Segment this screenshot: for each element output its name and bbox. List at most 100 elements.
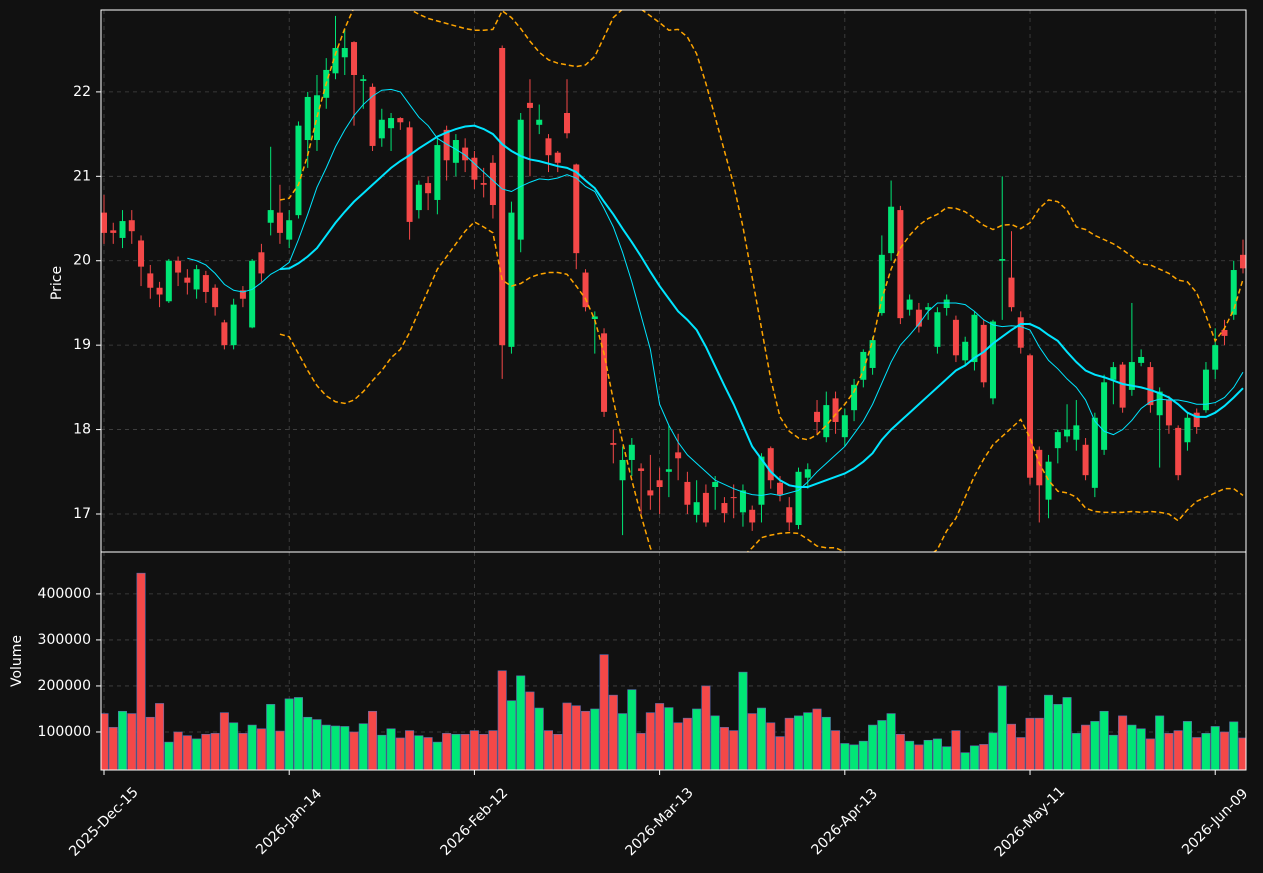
candle-body xyxy=(128,220,135,232)
indicator-line xyxy=(279,124,1244,488)
volume-bar xyxy=(766,722,776,770)
volume-bar xyxy=(868,724,878,770)
y-axis-label: Volume xyxy=(9,635,25,687)
candle-body xyxy=(962,341,969,361)
candle-body xyxy=(295,125,302,216)
volume-bar xyxy=(469,730,479,770)
grid-layer xyxy=(96,10,1246,775)
y-axis-label: Price xyxy=(49,266,65,300)
volume-bar xyxy=(136,572,146,770)
volume-bar xyxy=(886,713,896,770)
candle-body xyxy=(943,299,950,309)
volume-bar xyxy=(794,715,804,770)
candle-body xyxy=(934,312,941,347)
candle-body xyxy=(1027,355,1034,478)
candle-body xyxy=(721,503,728,514)
candle-body xyxy=(360,79,367,81)
candle-body xyxy=(239,290,246,299)
volume-bar xyxy=(405,730,415,770)
candle-body xyxy=(693,502,700,515)
candle-body xyxy=(647,490,654,496)
candle-body xyxy=(267,210,274,223)
volume-bar xyxy=(386,728,396,770)
volume-bar xyxy=(293,697,303,770)
candle-body xyxy=(138,240,145,267)
candle-body xyxy=(823,405,830,438)
volume-bar xyxy=(377,734,387,770)
candle-body xyxy=(1221,329,1228,336)
candle-body xyxy=(776,482,783,495)
candle-body xyxy=(591,316,598,319)
candle-body xyxy=(739,490,746,513)
volume-bar xyxy=(905,740,915,770)
candle-body xyxy=(1138,356,1145,363)
volume-bar xyxy=(118,710,128,770)
candle-body xyxy=(1184,417,1191,443)
volume-bar xyxy=(1182,721,1192,770)
volume-bar xyxy=(821,716,831,770)
volume-bar xyxy=(145,716,155,770)
volume-bar xyxy=(266,704,276,770)
candle-body xyxy=(832,398,839,422)
candle-body xyxy=(369,86,376,146)
candle-body xyxy=(351,42,358,76)
candle-body xyxy=(499,47,506,346)
candle-body xyxy=(619,459,626,481)
volume-bar xyxy=(951,730,961,770)
volume-bar xyxy=(1136,728,1146,770)
volume-bar xyxy=(997,685,1007,770)
volume-bar xyxy=(368,710,378,770)
candle-body xyxy=(508,212,515,347)
candle-body xyxy=(406,127,413,222)
candle-body xyxy=(767,448,774,481)
volume-bar xyxy=(312,719,322,770)
volume-bar xyxy=(516,675,526,770)
volume-bar xyxy=(349,731,359,770)
volume-bar xyxy=(460,733,470,770)
candle-body xyxy=(573,164,580,254)
volume-bar xyxy=(1210,726,1220,770)
candle-body xyxy=(665,469,672,472)
candle-body xyxy=(332,47,339,74)
volume-bar xyxy=(284,698,294,770)
volume-bar xyxy=(1016,737,1026,770)
candle-body xyxy=(221,322,228,346)
volume-bar xyxy=(636,733,646,770)
volume-bar xyxy=(812,708,822,770)
candle-body xyxy=(878,254,885,314)
volume-bar xyxy=(488,730,498,770)
candle-body xyxy=(1082,444,1089,476)
y-tick-label: 400000 xyxy=(38,586,91,602)
volume-bar xyxy=(173,731,183,770)
candle-body xyxy=(749,509,756,523)
volume-bar xyxy=(914,744,924,770)
volume-bar xyxy=(155,703,165,770)
volume-bar xyxy=(1229,721,1239,770)
volume-bar xyxy=(1090,721,1100,770)
candle-body xyxy=(434,145,441,200)
candle-body xyxy=(952,319,959,356)
volume-bar xyxy=(256,728,266,770)
candle-body xyxy=(230,304,237,346)
candle-body xyxy=(202,275,209,292)
candle-body xyxy=(554,152,561,163)
candle-body xyxy=(1202,369,1209,411)
volume-bar xyxy=(645,712,655,770)
volume-bar xyxy=(534,707,544,770)
candle-body xyxy=(814,411,821,422)
volume-bar xyxy=(719,727,729,770)
candle-body xyxy=(925,307,932,310)
candle-body xyxy=(452,140,459,163)
volume-bar xyxy=(969,745,979,770)
volume-bar xyxy=(979,744,989,770)
candle-body xyxy=(378,119,385,139)
volume-bar xyxy=(219,712,229,770)
volume-bar xyxy=(395,737,405,770)
volume-bar xyxy=(164,741,174,770)
volume-bar xyxy=(321,724,331,770)
candle-body xyxy=(1064,429,1071,437)
candle-body xyxy=(795,471,802,525)
candle-body xyxy=(712,481,719,487)
candle-body xyxy=(860,351,867,380)
